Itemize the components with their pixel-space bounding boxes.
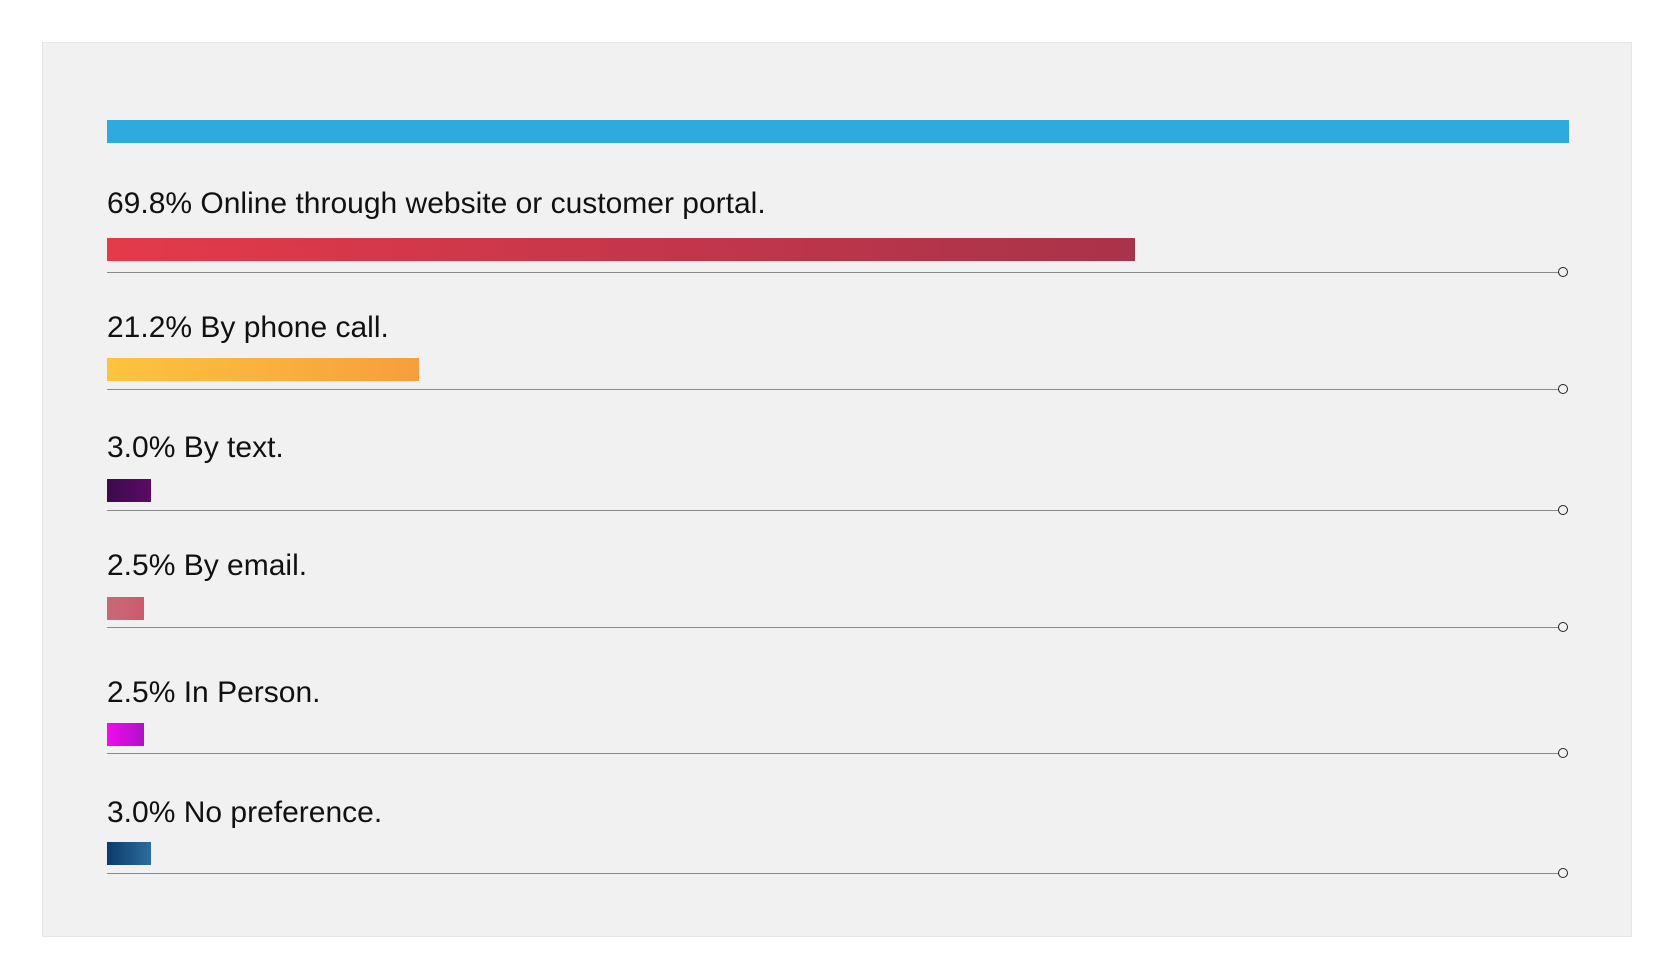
bar-row: 3.0% By text. xyxy=(107,430,1569,520)
track-end-circle-icon xyxy=(1558,384,1568,394)
bar-row: 69.8% Online through website or customer… xyxy=(107,186,1569,277)
bar xyxy=(107,842,151,865)
bar-track-line xyxy=(107,627,1563,628)
track-end-circle-icon xyxy=(1558,622,1568,632)
bar-track-line xyxy=(107,510,1563,511)
bar-row: 2.5% In Person. xyxy=(107,675,1569,765)
bar-row: 3.0% No preference. xyxy=(107,795,1569,885)
bar-label: 3.0% No preference. xyxy=(107,796,383,829)
track-end-circle-icon xyxy=(1558,748,1568,758)
bar-row: 21.2% By phone call. xyxy=(107,310,1569,400)
track-end-circle-icon xyxy=(1558,267,1568,277)
bar xyxy=(107,358,419,381)
bar-label: 21.2% By phone call. xyxy=(107,311,389,344)
header-bar xyxy=(107,120,1569,143)
bar-label: 3.0% By text. xyxy=(107,431,284,464)
bar xyxy=(107,597,144,620)
bar-label: 69.8% Online through website or customer… xyxy=(107,187,766,220)
bar-label: 2.5% In Person. xyxy=(107,676,321,709)
bar xyxy=(107,479,151,502)
bar-track-line xyxy=(107,873,1563,874)
track-end-circle-icon xyxy=(1558,868,1568,878)
bar-track-line xyxy=(107,272,1563,273)
bar-row: 2.5% By email. xyxy=(107,548,1569,638)
chart-panel xyxy=(42,42,1632,937)
bar xyxy=(107,723,144,746)
track-end-circle-icon xyxy=(1558,505,1568,515)
bar xyxy=(107,238,1135,261)
bar-track-line xyxy=(107,389,1563,390)
bar-label: 2.5% By email. xyxy=(107,549,308,582)
bar-track-line xyxy=(107,753,1563,754)
